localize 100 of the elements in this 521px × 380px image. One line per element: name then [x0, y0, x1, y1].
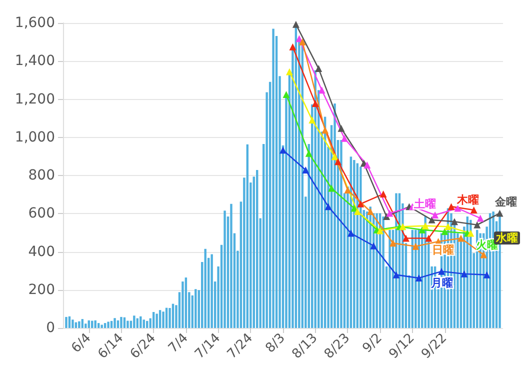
bar: [210, 254, 213, 328]
bar: [114, 318, 116, 328]
point: [425, 234, 432, 242]
point: [347, 230, 354, 237]
bar: [158, 310, 162, 328]
point: [457, 234, 464, 242]
bar: [246, 144, 249, 328]
bar: [133, 316, 136, 328]
point: [328, 184, 336, 192]
point: [390, 240, 396, 247]
bar: [224, 210, 226, 328]
bar: [104, 323, 106, 328]
point: [315, 65, 322, 72]
point: [383, 212, 390, 220]
point: [331, 153, 338, 160]
bar: [388, 230, 391, 328]
bar: [353, 160, 356, 328]
series-label: 木曜: [456, 194, 479, 206]
point: [448, 203, 455, 210]
bar: [110, 320, 113, 328]
x-tick-label: 8/3: [262, 330, 288, 356]
point: [415, 274, 422, 282]
point: [344, 186, 352, 194]
y-tick-label: 200: [28, 282, 55, 298]
point: [399, 223, 406, 230]
bar: [182, 281, 184, 328]
point: [432, 211, 439, 218]
bar: [256, 170, 258, 328]
point: [402, 234, 410, 242]
point: [324, 203, 332, 210]
series-label: 水曜: [495, 232, 518, 244]
point: [286, 68, 293, 76]
point: [438, 268, 446, 275]
bar: [204, 248, 206, 328]
bar: [78, 321, 80, 328]
point: [444, 223, 452, 230]
bar: [126, 320, 129, 328]
point: [334, 158, 342, 166]
bar: [194, 289, 197, 328]
bar: [94, 320, 96, 328]
bar: [168, 308, 171, 328]
point: [312, 100, 319, 107]
bar: [376, 213, 378, 328]
x-tick-label: 6/4: [68, 330, 94, 356]
y-tick-label: 1,200: [14, 91, 55, 108]
bar: [172, 304, 174, 328]
point: [364, 162, 371, 169]
point: [480, 251, 488, 258]
point: [460, 270, 468, 278]
point: [350, 204, 358, 212]
x-tick-label: 9/2: [360, 330, 386, 356]
bar: [165, 308, 168, 328]
x-tick-label: 7/4: [166, 330, 192, 356]
bar: [272, 28, 274, 328]
point: [418, 226, 426, 234]
y-tick-label: 400: [28, 244, 55, 260]
point: [322, 126, 329, 134]
bar: [100, 324, 103, 328]
point: [467, 230, 474, 237]
bar: [88, 320, 90, 328]
series-label: 土曜: [413, 198, 436, 210]
point: [428, 216, 436, 224]
point: [474, 221, 481, 228]
y-tick-label: 1,000: [14, 129, 55, 146]
y-tick-label: 800: [28, 168, 55, 184]
point: [308, 116, 316, 124]
point: [298, 38, 306, 46]
point: [483, 271, 490, 278]
bar: [152, 312, 155, 328]
bar: [107, 322, 110, 328]
point: [366, 208, 374, 216]
point: [357, 200, 364, 208]
y-tick-label: 1,400: [14, 53, 55, 70]
point: [280, 146, 286, 154]
point: [338, 124, 345, 132]
bar: [68, 316, 71, 328]
bar: [162, 312, 164, 328]
point: [370, 242, 378, 250]
point: [450, 218, 458, 226]
y-tick-label: 600: [28, 206, 55, 222]
series-label: 金曜: [494, 196, 517, 208]
point: [392, 271, 400, 278]
y-tick-label: 1,600: [14, 15, 55, 31]
point: [305, 150, 312, 157]
bar: [65, 316, 68, 328]
point: [340, 134, 348, 142]
point: [289, 43, 296, 50]
point: [386, 210, 394, 217]
point: [441, 228, 448, 236]
point: [412, 242, 420, 250]
point: [292, 20, 300, 28]
bar: [340, 140, 342, 328]
bar: [120, 316, 122, 328]
bar: [334, 103, 336, 328]
bar: [382, 216, 384, 328]
bar: [72, 320, 74, 328]
point: [282, 90, 290, 98]
bar: [97, 323, 100, 328]
bar: [116, 320, 120, 328]
bar: [142, 320, 145, 328]
